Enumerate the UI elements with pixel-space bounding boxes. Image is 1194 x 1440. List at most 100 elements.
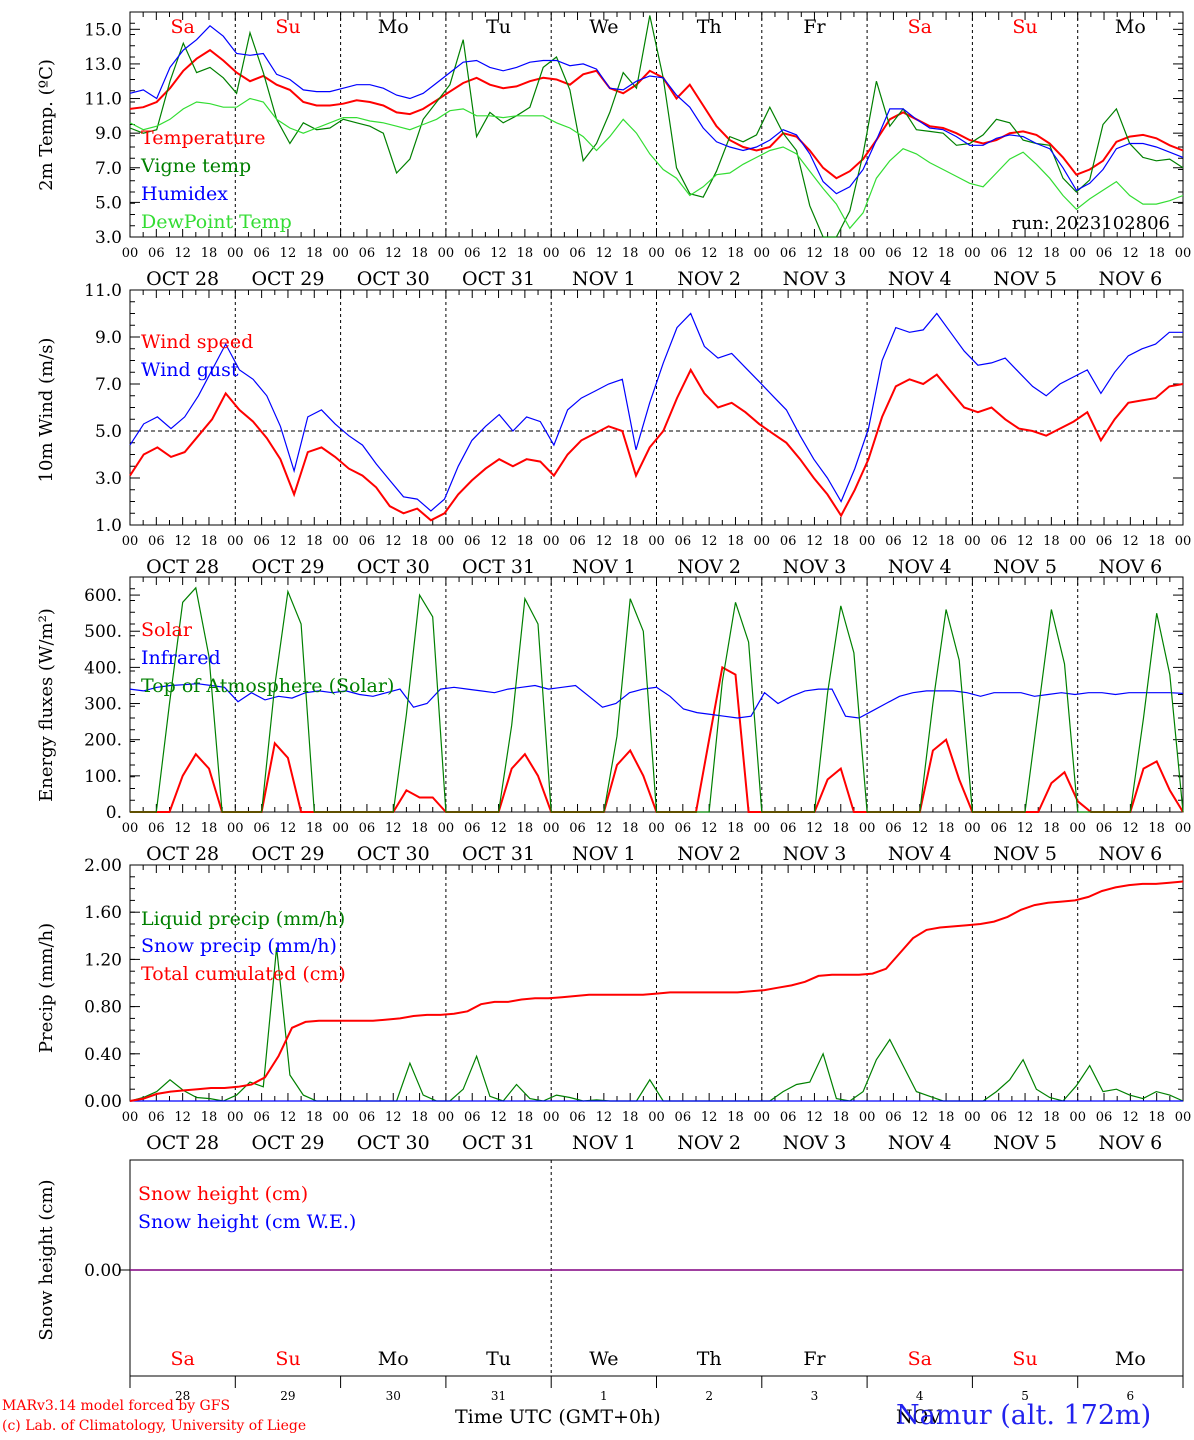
hour-tick-label: 18 [622, 821, 639, 836]
hour-tick-label: 12 [701, 821, 718, 836]
date-label: OCT 29 [251, 556, 324, 578]
day-name-label: Fr [803, 1348, 826, 1370]
hour-tick-label: 06 [990, 246, 1007, 261]
hour-tick-label: 00 [543, 821, 560, 836]
legend-entry: Vigne temp [140, 155, 251, 177]
bottom-date-label: 5 [1021, 1389, 1029, 1403]
hour-tick-label: 00 [122, 1110, 139, 1125]
hour-tick-label: 12 [911, 534, 928, 549]
day-name-label: Mo [1115, 1348, 1146, 1370]
hour-tick-label: 00 [543, 534, 560, 549]
lab-credit: (c) Lab. of Climatology, University of L… [2, 1418, 307, 1434]
hour-tick-label: 00 [754, 821, 771, 836]
hour-tick-label: 06 [885, 1110, 902, 1125]
hour-tick-label: 12 [280, 534, 297, 549]
y-tick-label: 400. [84, 658, 122, 678]
series-line-dewpoint-temp [129, 97, 1184, 230]
hour-tick-label: 06 [148, 534, 165, 549]
hour-tick-label: 06 [148, 246, 165, 261]
hour-tick-label: 00 [438, 1110, 455, 1125]
hour-tick-label: 18 [833, 821, 850, 836]
date-label: OCT 28 [146, 843, 219, 865]
date-label: NOV 4 [888, 1132, 952, 1154]
hour-tick-label: 00 [543, 246, 560, 261]
hour-tick-label: 18 [938, 534, 955, 549]
y-tick-label: 9.0 [95, 328, 122, 348]
hour-tick-label: 06 [569, 534, 586, 549]
hour-tick-label: 00 [648, 1110, 665, 1125]
hour-tick-label: 18 [727, 246, 744, 261]
hour-tick-label: 00 [438, 821, 455, 836]
day-name-label: Th [697, 16, 722, 38]
date-label: NOV 3 [783, 843, 847, 865]
hour-tick-label: 18 [727, 821, 744, 836]
hour-tick-label: 06 [675, 1110, 692, 1125]
hour-tick-label: 12 [1017, 821, 1034, 836]
hour-tick-label: 00 [122, 534, 139, 549]
legend-entry: DewPoint Temp [141, 211, 292, 233]
hour-tick-label: 06 [359, 534, 376, 549]
hour-tick-label: 12 [385, 821, 402, 836]
series-line-wind-speed [129, 367, 1184, 522]
hour-tick-label: 00 [964, 246, 981, 261]
hour-tick-label: 06 [253, 534, 270, 549]
hour-tick-label: 00 [227, 1110, 244, 1125]
hour-tick-label: 06 [780, 246, 797, 261]
bottom-date-label: 6 [1127, 1389, 1135, 1403]
hour-tick-label: 18 [727, 534, 744, 549]
y-tick-label: 1.60 [84, 903, 122, 923]
day-name-label: Tu [486, 16, 511, 38]
hour-tick-label: 00 [1069, 821, 1086, 836]
hour-tick-label: 18 [517, 246, 534, 261]
series-line-vigne-temp [129, 15, 1184, 238]
y-tick-label: 15.0 [84, 20, 122, 40]
hour-tick-label: 18 [517, 821, 534, 836]
day-name-label: Mo [378, 1348, 409, 1370]
hour-tick-label: 12 [490, 246, 507, 261]
hour-tick-label: 12 [701, 246, 718, 261]
hour-tick-label: 00 [332, 534, 349, 549]
date-label: OCT 30 [357, 843, 430, 865]
bottom-date-label: 2 [705, 1389, 713, 1403]
legend-entry: Snow height (cm W.E.) [138, 1211, 356, 1233]
date-label: OCT 29 [251, 843, 324, 865]
date-label: NOV 1 [572, 1132, 636, 1154]
hour-tick-label: 00 [227, 246, 244, 261]
day-name-label: Su [1012, 1348, 1037, 1370]
hour-tick-label: 06 [780, 1110, 797, 1125]
hour-tick-label: 06 [1096, 821, 1113, 836]
hour-tick-label: 06 [569, 821, 586, 836]
hour-tick-label: 12 [701, 534, 718, 549]
y-axis-label: 10m Wind (m/s) [36, 338, 57, 483]
hour-tick-label: 12 [701, 1110, 718, 1125]
date-label: NOV 2 [677, 1132, 741, 1154]
y-tick-label: 0.40 [84, 1045, 122, 1065]
hour-tick-label: 18 [622, 534, 639, 549]
date-label: OCT 28 [146, 268, 219, 290]
series-line-top-of-atmosphere-solar- [130, 586, 1184, 813]
date-label: OCT 30 [357, 1132, 430, 1154]
hour-tick-label: 12 [1122, 246, 1139, 261]
hour-tick-label: 18 [833, 1110, 850, 1125]
y-tick-label: 0.00 [84, 1092, 122, 1112]
hour-tick-label: 18 [727, 1110, 744, 1125]
hour-tick-label: 12 [174, 821, 191, 836]
hour-tick-label: 18 [201, 534, 218, 549]
hour-tick-label: 06 [675, 534, 692, 549]
run-annotation: run: 2023102806 [1012, 213, 1170, 234]
hour-tick-label: 00 [227, 821, 244, 836]
hour-tick-label: 00 [438, 246, 455, 261]
y-tick-label: 1.20 [84, 950, 122, 970]
hour-tick-label: 00 [754, 246, 771, 261]
y-tick-label: 500. [84, 622, 122, 642]
hour-tick-label: 00 [859, 246, 876, 261]
date-label: NOV 1 [572, 843, 636, 865]
series-line-wind-gust [129, 312, 1183, 512]
hour-tick-label: 00 [1175, 246, 1192, 261]
hour-tick-label: 06 [1096, 534, 1113, 549]
y-tick-label: 1.0 [95, 516, 122, 536]
day-name-label: Sa [170, 16, 194, 38]
date-label: OCT 28 [146, 1132, 219, 1154]
bottom-date-label: 28 [175, 1389, 190, 1403]
y-tick-label: 11.0 [84, 281, 122, 301]
